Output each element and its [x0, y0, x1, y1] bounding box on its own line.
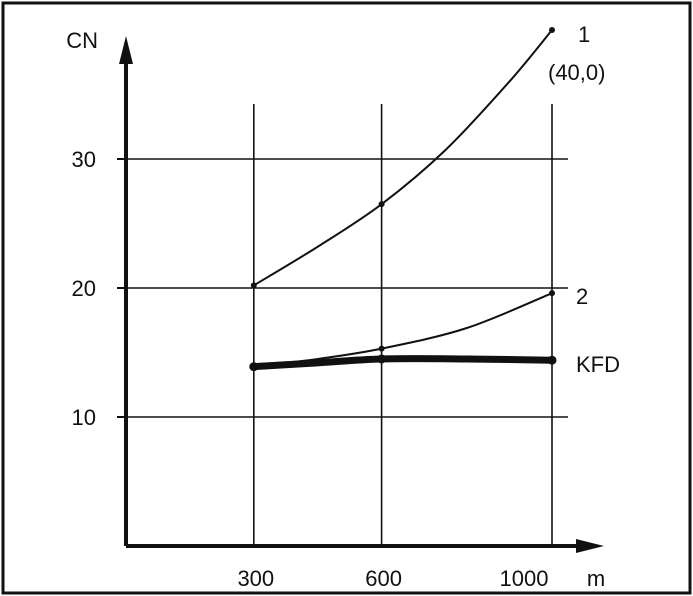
x-tick-label: 1000	[500, 566, 549, 591]
series-1-annotation: (40,0)	[548, 60, 605, 85]
x-tick-label: 300	[237, 566, 274, 591]
data-point	[378, 201, 385, 208]
data-point	[378, 345, 385, 352]
y-axis-label: CN	[66, 28, 98, 53]
grid-layer	[126, 104, 568, 548]
axis-layer	[117, 36, 604, 553]
data-point	[549, 27, 555, 33]
series-1-label: 1	[578, 22, 590, 47]
label-layer: 10 20 30 300 600 1000 CN m 1 (40,0) 2 KFD	[66, 22, 620, 591]
series-kfd-line	[250, 355, 556, 371]
series-kfd-label: KFD	[576, 352, 620, 377]
y-tick-label: 10	[72, 405, 96, 430]
data-point	[377, 354, 387, 364]
x-axis-arrow	[576, 539, 604, 553]
x-axis-label: m	[587, 566, 605, 591]
data-point	[250, 282, 257, 289]
series-layer	[249, 27, 557, 372]
x-tick-label: 600	[365, 566, 402, 591]
y-tick-label: 20	[72, 276, 96, 301]
data-point	[547, 355, 557, 365]
y-tick-label: 30	[72, 147, 96, 172]
series-1-line	[252, 29, 553, 287]
data-point	[249, 362, 259, 372]
data-point	[549, 290, 555, 297]
series-2-label: 2	[576, 284, 588, 309]
y-axis-arrow	[119, 36, 133, 64]
